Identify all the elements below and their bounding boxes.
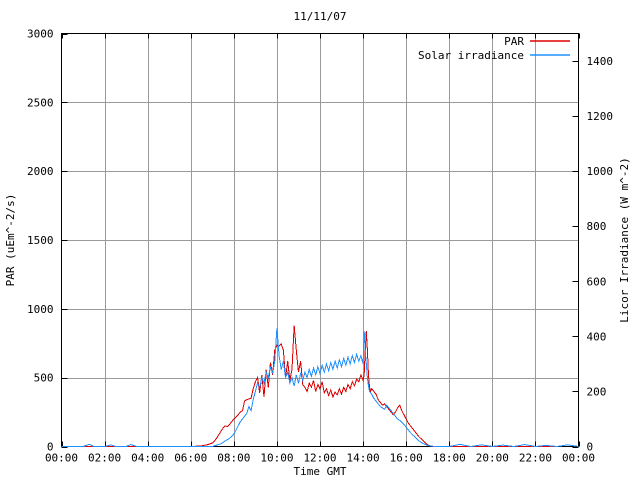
x-tick-label: 12:00 [303,452,336,465]
y-tick-label-left: 1000 [27,303,54,316]
y-tick-label-right: 1000 [587,165,614,178]
x-tick-label: 18:00 [433,452,466,465]
series-line-solar-irradiance [61,328,579,448]
y-tick-label-left: 0 [47,441,54,454]
y-tick-label-right: 200 [587,385,607,398]
y-tick-label-right: 0 [587,441,594,454]
x-axis-title: Time GMT [294,465,347,478]
x-tick-label: 10:00 [260,452,293,465]
y-tick-label-right: 600 [587,275,607,288]
y-tick-label-left: 500 [34,372,54,385]
plot-frame [61,33,579,447]
chart-title: 11/11/07 [294,10,347,23]
x-tick-label: 14:00 [347,452,380,465]
x-tick-label: 00:00 [45,452,78,465]
y-tick-label-right: 1200 [587,110,614,123]
x-tick-label: 06:00 [174,452,207,465]
y-tick-label-right: 1400 [587,55,614,68]
x-axis-tick-labels: 00:00 02:00 04:00 06:00 08:00 10:00 12:00 14:00… [45,452,595,465]
x-tick-label: 16:00 [390,452,423,465]
y-tick-label-left: 3000 [27,28,54,41]
axis-ticks [61,33,580,448]
x-tick-label: 02:00 [88,452,121,465]
y-tick-label-right: 400 [587,330,607,343]
y-tick-label-right: 800 [587,220,607,233]
y-tick-label-left: 2500 [27,96,54,109]
legend-label-solar-irradiance: Solar irradiance [418,49,524,62]
legend-label-par: PAR [504,35,524,48]
x-tick-label: 22:00 [519,452,552,465]
y-tick-label-left: 1500 [27,234,54,247]
data-series [61,325,579,448]
y-axis-right-tick-labels: 0 200 400 600 800 1000 1200 1400 [587,55,614,453]
y-axis-left-title: PAR (uEm^-2/s) [4,194,17,287]
x-tick-label: 00:00 [562,452,595,465]
y-tick-label-left: 2000 [27,165,54,178]
x-tick-label: 20:00 [476,452,509,465]
y-axis-right-title: Licor Irradiance (W m^-2) [618,157,631,323]
x-tick-label: 04:00 [131,452,164,465]
grid-lines [61,33,579,447]
y-axis-left-tick-labels: 0 500 1000 1500 2000 2500 3000 [27,28,54,454]
x-tick-label: 08:00 [217,452,250,465]
